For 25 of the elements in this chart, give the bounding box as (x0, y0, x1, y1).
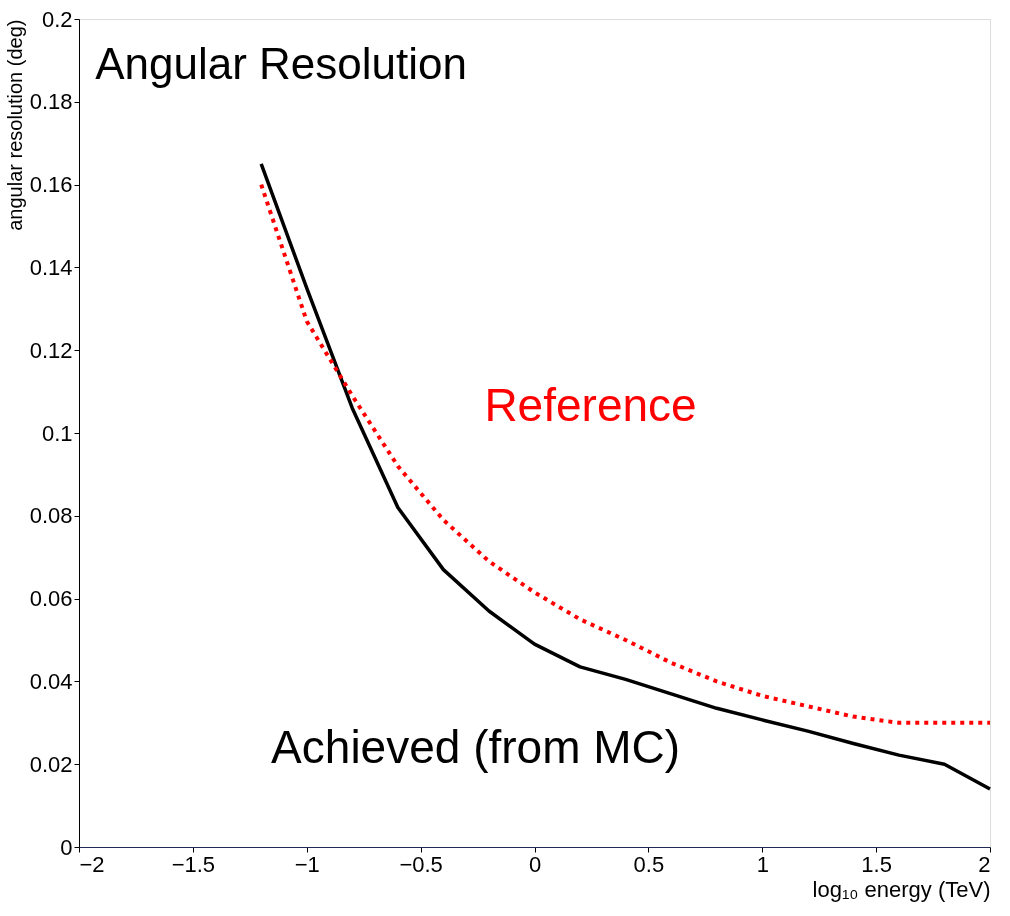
y-tick-label: 0.02 (29, 751, 73, 777)
x-tick-label: 2 (978, 851, 991, 877)
y-tick-label: 0.04 (29, 668, 73, 694)
x-tick-label: −1.5 (171, 851, 216, 877)
x-tick-label: −0.5 (399, 851, 443, 877)
y-tick-label: 0.16 (29, 172, 73, 198)
y-tick-label: 0.2 (41, 6, 73, 32)
x-tick-label: 0.5 (633, 851, 665, 877)
y-tick-label: 0.1 (41, 420, 73, 446)
y-tick-label: 0.06 (29, 586, 73, 612)
x-tick-label: 1.5 (861, 851, 892, 877)
x-tick-label: 1 (756, 851, 769, 877)
y-tick-label: 0.14 (29, 254, 73, 280)
series-label: Reference (484, 379, 697, 432)
x-axis-title: log₁₀ energy (TeV) (812, 876, 991, 902)
series-label: Achieved (from MC) (271, 721, 681, 774)
y-tick-label: 0.12 (29, 337, 73, 363)
x-tick-label: −1 (294, 851, 320, 877)
y-tick-label: 0 (60, 834, 73, 860)
x-tick-label: −2 (79, 851, 105, 877)
x-tick-label: 0 (528, 851, 542, 877)
y-axis-title: angular resolution (deg) (3, 19, 26, 231)
y-tick-label: 0.18 (29, 89, 73, 115)
y-tick-label: 0.08 (29, 503, 73, 529)
chart-title: Angular Resolution (95, 39, 467, 88)
